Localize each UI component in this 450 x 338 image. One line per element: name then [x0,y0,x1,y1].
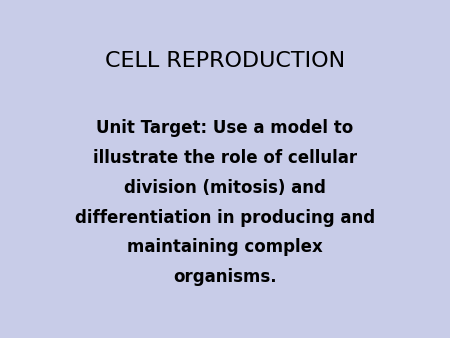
Text: division (mitosis) and: division (mitosis) and [124,179,326,197]
Text: organisms.: organisms. [173,268,277,286]
Text: CELL REPRODUCTION: CELL REPRODUCTION [105,51,345,71]
Text: Unit Target: Use a model to: Unit Target: Use a model to [96,119,354,138]
Text: maintaining complex: maintaining complex [127,238,323,257]
Text: illustrate the role of cellular: illustrate the role of cellular [93,149,357,167]
Text: differentiation in producing and: differentiation in producing and [75,209,375,227]
